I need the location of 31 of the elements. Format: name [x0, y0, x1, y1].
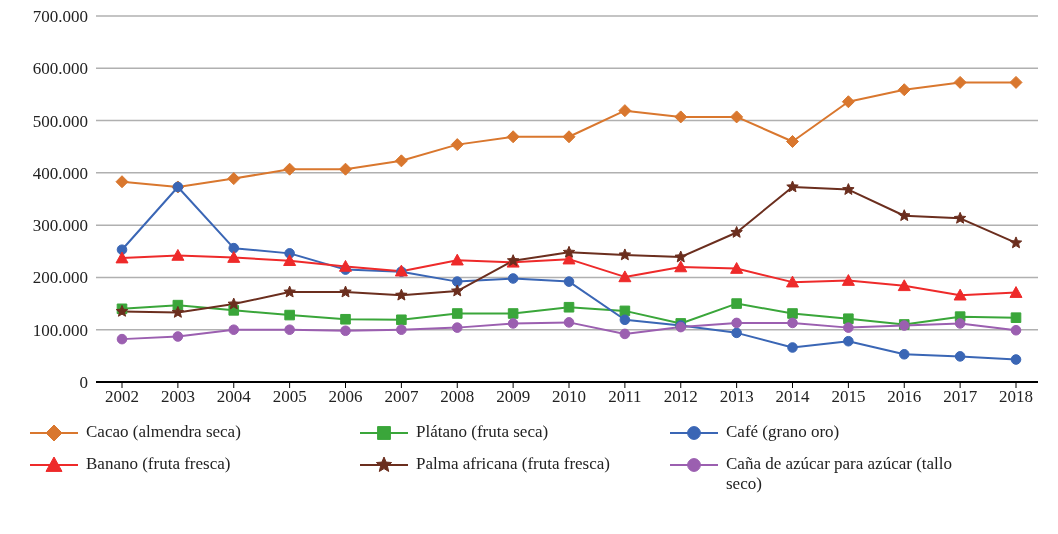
x-tick-label: 2013 [719, 387, 754, 407]
y-tick-label: 500.000 [32, 111, 88, 131]
y-tick-label: 200.000 [32, 268, 88, 288]
x-tick-label: 2018 [999, 387, 1033, 407]
x-tick-label: 2004 [216, 387, 252, 407]
x-tick-label: 2009 [496, 387, 531, 407]
x-tick-label: 2015 [831, 387, 866, 407]
x-tick-label: 2012 [663, 387, 698, 407]
x-tick-label: 2008 [440, 387, 475, 407]
x-tick-label: 2002 [105, 387, 139, 407]
legend-label: Plátano (fruta seca) [416, 422, 550, 442]
legend-label: Palma africana (fruta fresca) [416, 454, 611, 474]
x-tick-label: 2016 [887, 387, 922, 407]
legend-label: Cacao (almendra seca) [86, 422, 242, 442]
y-tick-label: 0 [79, 373, 88, 393]
x-tick-label: 2014 [775, 387, 810, 407]
x-tick-label: 2005 [272, 387, 307, 407]
y-tick-label: 100.000 [32, 320, 88, 340]
legend-label: Caña de azúcar para azúcar (tallo seco) [726, 454, 954, 494]
x-tick-label: 2010 [552, 387, 586, 407]
y-tick-label: 600.000 [32, 59, 88, 79]
legend-label: Café (grano oro) [726, 422, 841, 442]
y-tick-label: 700.000 [32, 7, 88, 27]
x-tick-label: 2006 [328, 387, 363, 407]
y-tick-label: 400.000 [32, 163, 88, 183]
x-tick-label: 2007 [384, 387, 419, 407]
x-tick-label: 2003 [160, 387, 195, 407]
legend-label: Banano (fruta fresca) [86, 454, 232, 474]
x-tick-label: 2017 [943, 387, 978, 407]
x-tick-label: 2011 [608, 387, 642, 407]
y-tick-label: 300.000 [32, 216, 88, 236]
